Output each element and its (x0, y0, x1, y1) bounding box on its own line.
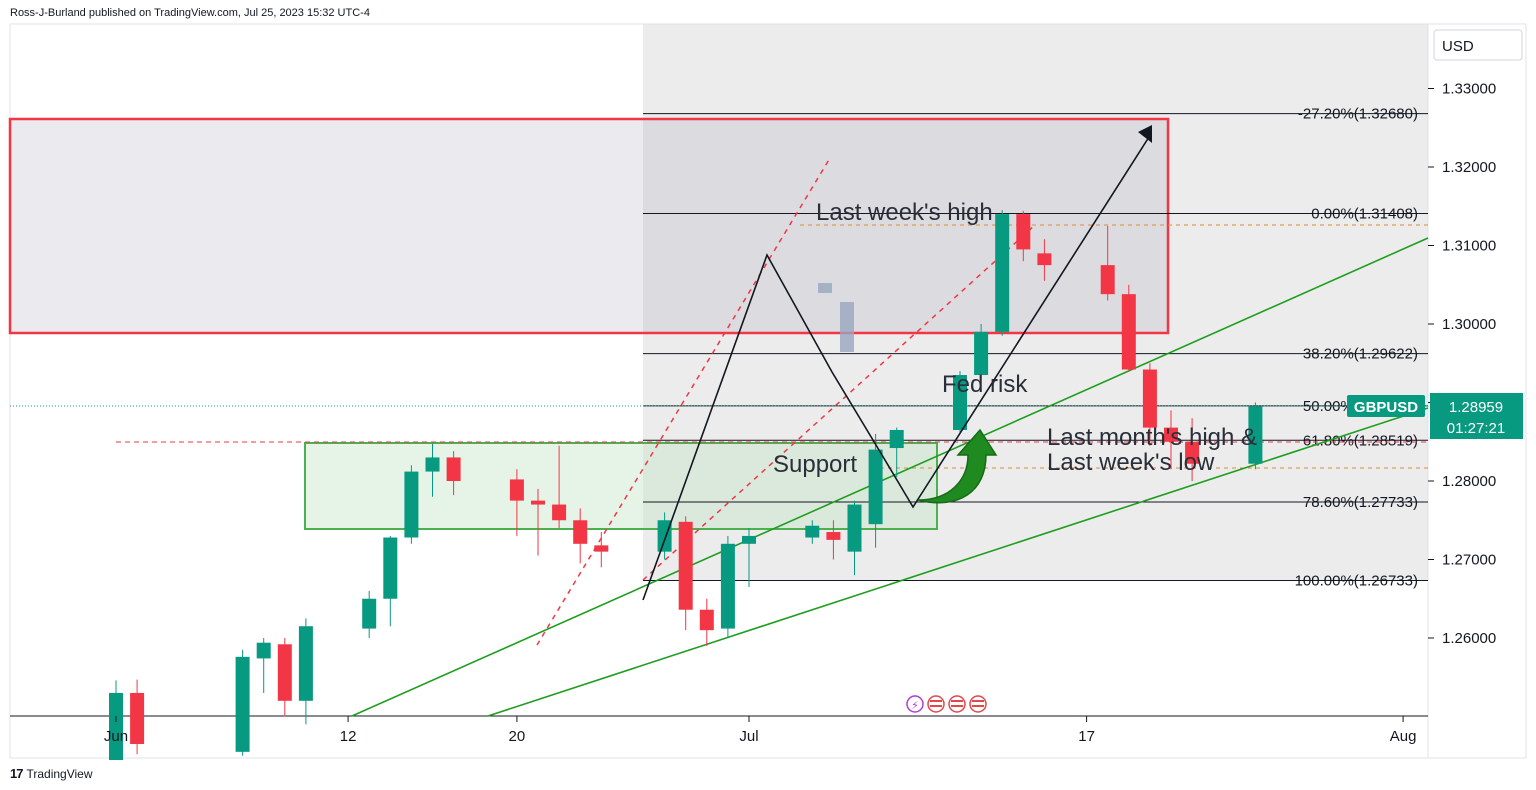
fib-label-6: 100.00%(1.26733) (1295, 572, 1418, 589)
x-tick-label-4: 17 (1078, 728, 1095, 745)
candle-body-23 (847, 504, 862, 552)
annotation-last-week-high: Last week's high (816, 199, 993, 226)
resistance-zone (8, 117, 1170, 335)
projection-box-2 (840, 302, 854, 352)
lower-trend-line (487, 407, 1429, 717)
fib-label-1: 0.00%(1.31408) (1311, 205, 1418, 222)
candle-body-25 (889, 429, 904, 449)
candle-body-5 (298, 626, 313, 701)
fib-label-0: -27.20%(1.32680) (1298, 106, 1418, 123)
currency-label: USD (1442, 38, 1474, 55)
currency-box[interactable] (1433, 29, 1523, 61)
candle-body-12 (531, 500, 545, 505)
y-tick-label-6: 1.32000 (1442, 159, 1496, 176)
overlay-layer: Last week's high Fed risk Support Last mont… (642, 125, 1257, 601)
candle-body-27 (974, 331, 989, 376)
candle-body-4 (277, 644, 292, 701)
candle-body-17 (678, 521, 693, 610)
publisher-header: Ross-J-Burland published on TradingView.… (10, 7, 370, 19)
bar-countdown: 01:27:21 (1447, 420, 1505, 437)
x-tick-label-1: 12 (340, 728, 357, 745)
y-tick-label-1: 1.27000 (1442, 552, 1496, 569)
candle-body-14 (573, 520, 588, 544)
projection-arrow-head (1138, 125, 1152, 143)
upper-trend-line (351, 237, 1429, 717)
candle-body-31 (1100, 265, 1115, 295)
candle-body-36 (1248, 406, 1263, 464)
y-tick-label-7: 1.33000 (1442, 81, 1496, 98)
symbol-name: GBPUSD (1354, 399, 1418, 416)
candle-body-11 (509, 479, 524, 501)
tradingview-footer: 17 TradingView (10, 766, 93, 781)
candle-body-33 (1142, 369, 1157, 428)
us-flag-icon-2[interactable] (948, 695, 966, 713)
y-tick-label-2: 1.28000 (1442, 473, 1496, 490)
price-badge[interactable] (1430, 393, 1523, 439)
candle-body-1 (130, 692, 145, 744)
tradingview-logo-icon: 17 (10, 766, 24, 781)
symbol-badge[interactable] (1347, 395, 1425, 417)
fib-background-region (643, 24, 1428, 581)
candle-body-6 (362, 598, 377, 629)
candle-body-0 (109, 692, 123, 760)
annotation-month-high-line2: Last week's low (1047, 449, 1215, 476)
candle-body-19 (720, 543, 735, 629)
x-tick-label-2: 20 (509, 728, 526, 745)
candle-body-2 (235, 656, 250, 752)
candle-body-24 (868, 449, 883, 525)
lightning-glyph: ⚡ (911, 699, 919, 712)
y-tick-label-4: 1.30000 (1442, 316, 1496, 333)
annotation-support: Support (773, 451, 857, 478)
fib-label-2: 38.20%(1.29622) (1303, 346, 1418, 363)
candle-body-3 (256, 642, 271, 659)
candle-body-15 (594, 545, 609, 552)
candle-body-32 (1121, 294, 1136, 370)
projection-zigzag-path (642, 136, 1150, 601)
fib-label-4: 61.80%(1.28519) (1303, 432, 1418, 449)
candle-body-18 (699, 609, 714, 631)
candle-body-8 (404, 471, 419, 538)
red-dashed-channel-lower (642, 224, 1036, 581)
candle-body-30 (1037, 253, 1052, 266)
candle-body-21 (805, 525, 820, 538)
x-tick-label-5: Aug (1390, 728, 1417, 745)
us-flag-icon-1[interactable] (927, 695, 945, 713)
x-tick-label-3: Jul (739, 728, 758, 745)
economic-events[interactable]: ⚡ (906, 695, 987, 713)
red-dashed-channel-upper (536, 157, 831, 646)
annotation-fed-risk: Fed risk (942, 371, 1028, 398)
x-tick-label-0: Jun (104, 728, 128, 745)
y-tick-label-0: 1.26000 (1442, 630, 1496, 647)
gbpusd-candlestick-chart[interactable]: -27.20%(1.32680) 0.00%(1.31408) 38.20%(1.2… (0, 0, 1536, 760)
fib-label-5: 78.60%(1.27733) (1303, 494, 1418, 511)
projection-box-1 (818, 283, 832, 293)
lightning-event-icon[interactable] (906, 695, 924, 713)
candle-body-7 (383, 537, 398, 599)
candle-body-9 (425, 457, 440, 472)
candle-body-28 (995, 214, 1010, 332)
candle-body-10 (446, 457, 461, 481)
y-tick-label-5: 1.31000 (1442, 238, 1496, 255)
candle-body-35 (1185, 441, 1200, 464)
green-curved-arrow (917, 428, 998, 504)
annotation-month-high-line1: Last month's high & (1047, 424, 1257, 451)
price-axis[interactable]: 1.260001.270001.280001.290001.300001.310… (1428, 81, 1496, 648)
tradingview-brand: TradingView (26, 766, 93, 781)
candle-body-26 (953, 375, 967, 430)
us-flag-icon-3[interactable] (969, 695, 987, 713)
time-axis[interactable]: Jun1220Jul17Aug1422 (104, 716, 1536, 745)
candle-body-13 (552, 504, 567, 521)
current-price: 1.28959 (1449, 399, 1503, 416)
candle-body-20 (742, 535, 756, 544)
candle-body-34 (1164, 427, 1178, 442)
zones-layer (8, 24, 1428, 581)
candle-body-29 (1016, 214, 1031, 250)
candle-body-22 (826, 532, 841, 540)
candles-layer (109, 210, 1263, 760)
